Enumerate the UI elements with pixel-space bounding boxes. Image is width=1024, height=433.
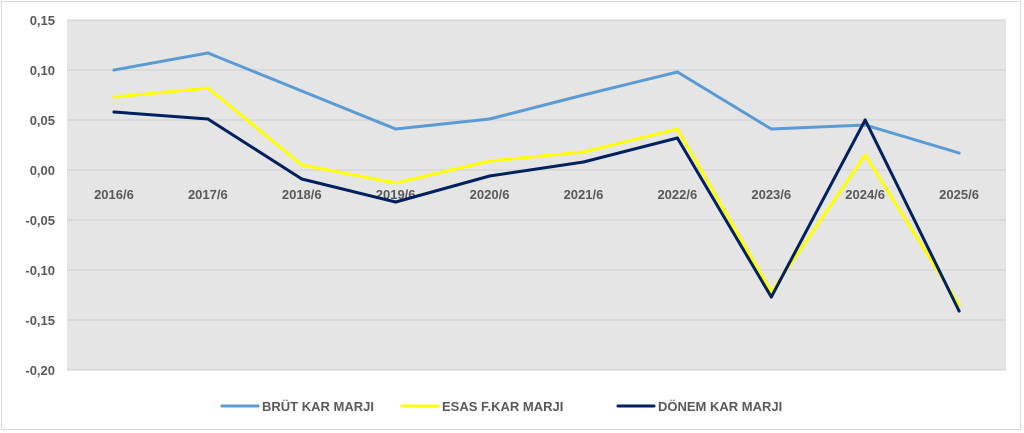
x-tick-label: 2018/6 [282,187,322,202]
plot-area [67,20,1006,370]
x-tick-label: 2020/6 [470,187,510,202]
y-tick-label: 0,15 [30,13,55,28]
data-point [394,200,398,204]
data-point [675,127,679,131]
data-point [206,51,210,55]
series-line-1 [112,51,961,155]
data-point [957,151,961,155]
data-point [300,89,304,93]
data-point [957,303,961,307]
data-point [206,117,210,121]
y-axis: 0,15 0,10 0,05 0,00 -0,05 -0,10 -0,15 -0,20 [25,13,55,378]
data-point [300,177,304,181]
x-tick-label: 2024/6 [845,187,885,202]
data-point [300,163,304,167]
legend-label: BRÜT KAR MARJI [262,399,374,414]
x-tick-label: 2016/6 [94,187,134,202]
data-point [863,118,867,122]
data-point [488,117,492,121]
data-point [769,127,773,131]
x-tick-label: 2017/6 [188,187,228,202]
data-point [675,70,679,74]
y-tick-label: 0,00 [30,163,55,178]
data-point [863,153,867,157]
x-tick-label: 2022/6 [657,187,697,202]
x-tick-label: 2025/6 [939,187,979,202]
data-point [488,174,492,178]
data-point [581,160,585,164]
x-tick-label: 2023/6 [751,187,791,202]
legend-label: DÖNEM KAR MARJI [658,399,782,414]
y-tick-label: 0,10 [30,63,55,78]
legend-label: ESAS F.KAR MARJI [442,399,563,414]
series-lines [112,51,961,313]
data-point [581,150,585,154]
data-point [112,110,116,114]
y-tick-label: 0,05 [30,113,55,128]
gridlines [67,19,1006,371]
data-point [675,136,679,140]
data-point [581,93,585,97]
data-point [957,309,961,313]
data-point [769,295,773,299]
y-tick-label: -0,20 [25,363,55,378]
data-point [394,181,398,185]
data-point [112,95,116,99]
y-tick-label: -0,15 [25,313,55,328]
data-point [206,86,210,90]
legend: BRÜT KAR MARJI ESAS F.KAR MARJI DÖNEM KAR … [220,399,782,414]
data-point [112,68,116,72]
series-line-3 [112,110,961,313]
y-tick-label: -0,10 [25,263,55,278]
data-point [488,159,492,163]
y-tick-label: -0,05 [25,213,55,228]
series-line-2 [112,86,961,307]
data-point [394,127,398,131]
x-tick-label: 2021/6 [564,187,604,202]
